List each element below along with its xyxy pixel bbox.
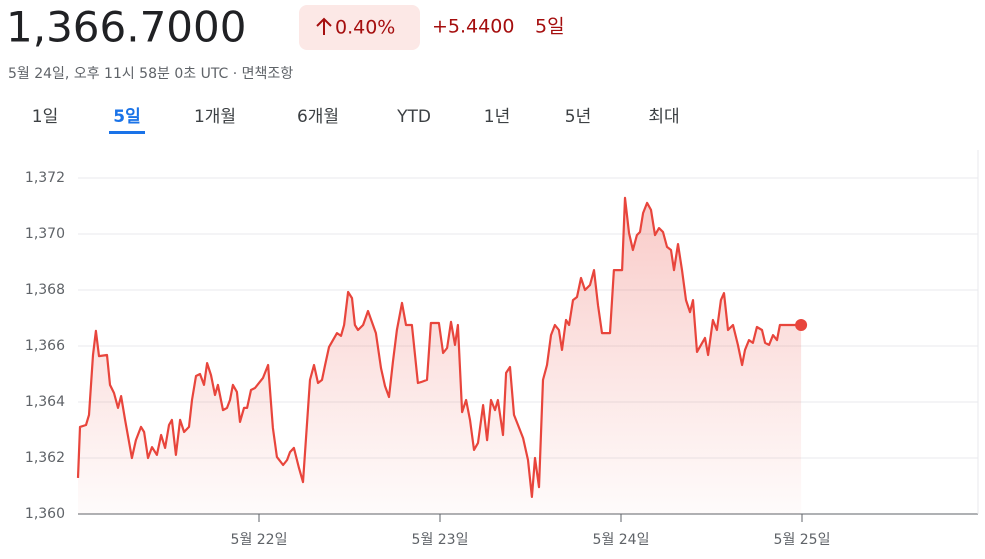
y-tick-label: 1,360	[25, 506, 65, 522]
price: 1,366.7000	[6, 3, 246, 52]
change-badge	[299, 5, 420, 50]
selected-tab-underline	[109, 131, 145, 134]
x-tick-label: 5월 25일	[774, 532, 831, 548]
range-tabs: 1일 5일 1개월 6개월 YTD 1년 5년 최대	[32, 107, 680, 134]
x-tick-label: 5월 23일	[412, 532, 469, 548]
range-tab[interactable]: 1일	[32, 107, 58, 127]
area-fill	[78, 197, 802, 514]
x-tick-label: 5월 24일	[593, 532, 650, 548]
y-tick-label: 1,364	[25, 394, 65, 410]
up-arrow-icon	[316, 17, 332, 35]
y-tick-label: 1,370	[25, 226, 65, 242]
y-tick-label: 1,366	[25, 338, 65, 354]
change-percent: 0.40%	[335, 17, 395, 39]
timestamp: 5월 24일, 오후 11시 58분 0초 UTC · 면책조항	[8, 66, 293, 82]
y-tick-label: 1,368	[25, 282, 65, 298]
x-tick-label: 5월 22일	[231, 532, 288, 548]
range-tab[interactable]: 1년	[484, 107, 510, 127]
y-tick-label: 1,372	[25, 170, 65, 186]
range-tab[interactable]: 6개월	[297, 107, 339, 127]
range-tab[interactable]: 5일	[113, 107, 140, 127]
range-tab[interactable]: 1개월	[194, 107, 236, 127]
change-period: 5일	[535, 16, 565, 38]
y-tick-label: 1,362	[25, 450, 65, 466]
range-tab[interactable]: YTD	[396, 107, 431, 127]
last-point	[795, 319, 808, 331]
price-line	[76, 196, 802, 498]
change-value: +5.4400	[432, 16, 514, 38]
chart: 1,360 1,362 1,364 1,366 1,368 1,370 1,372 5월 22…	[25, 150, 979, 548]
range-tab[interactable]: 최대	[648, 107, 679, 127]
range-tab[interactable]: 5년	[565, 107, 591, 127]
